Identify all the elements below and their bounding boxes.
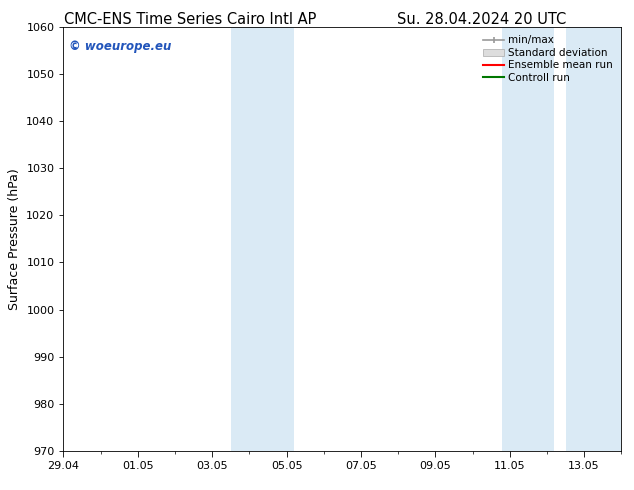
Text: CMC-ENS Time Series Cairo Intl AP: CMC-ENS Time Series Cairo Intl AP (64, 12, 316, 27)
Legend: min/max, Standard deviation, Ensemble mean run, Controll run: min/max, Standard deviation, Ensemble me… (480, 32, 616, 86)
Bar (502, 27, 554, 451)
Text: © woeurope.eu: © woeurope.eu (69, 40, 171, 52)
Bar (231, 27, 294, 451)
Text: Su. 28.04.2024 20 UTC: Su. 28.04.2024 20 UTC (398, 12, 566, 27)
Bar (566, 27, 621, 451)
Y-axis label: Surface Pressure (hPa): Surface Pressure (hPa) (8, 168, 21, 310)
